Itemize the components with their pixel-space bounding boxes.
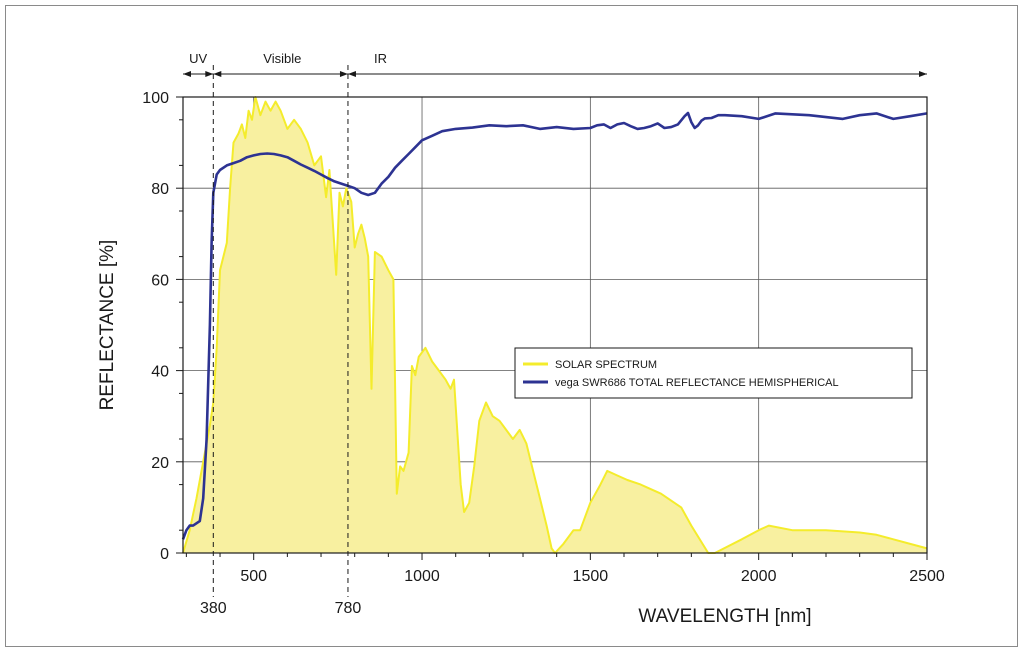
band-arrowhead (339, 71, 348, 77)
band-arrowhead (347, 71, 356, 77)
legend-entry-solar: SOLAR SPECTRUM (555, 359, 657, 371)
x-tick-label: 2500 (909, 568, 945, 585)
legend-box (514, 347, 913, 399)
x-tick-label: 1500 (573, 568, 609, 585)
band-arrowhead (183, 71, 191, 77)
legend: SOLAR SPECTRUM vega SWR686 TOTAL REFLECT… (514, 347, 913, 399)
y-tick-label: 0 (160, 546, 169, 563)
solar-spectrum-line (182, 96, 928, 554)
x-axis-label: WAVELENGTH [nm] (638, 606, 811, 627)
band-label: Visible (263, 51, 301, 66)
y-axis-label: REFLECTANCE [%] (97, 240, 118, 411)
y-tick-label: 80 (151, 181, 169, 198)
ticks-layer: 500 1000 1500 2000 2500 0 20 40 60 80 100 (142, 90, 945, 585)
vega-reflectance-line (181, 111, 928, 540)
y-tick-label: 100 (142, 90, 169, 107)
y-tick-label: 20 (151, 455, 169, 472)
y-tick-label: 60 (151, 272, 169, 289)
x-tick-label: 500 (240, 568, 267, 585)
band-boundary-label: 380 (200, 600, 227, 617)
x-tick-label: 2000 (741, 568, 777, 585)
y-tick-label: 40 (151, 364, 169, 381)
band-arrowhead (919, 71, 927, 77)
x-tick-label: 1000 (404, 568, 440, 585)
plot-border (182, 96, 928, 554)
legend-entry-vega: vega SWR686 TOTAL REFLECTANCE HEMISPHERI… (555, 377, 839, 389)
band-boundary-label: 780 (335, 600, 362, 617)
spectral-bands: 380 780 UV Visible IR (183, 51, 927, 617)
band-label: UV (189, 51, 207, 66)
solar-spectrum-area (183, 97, 927, 553)
band-arrowhead (205, 71, 214, 77)
band-arrowhead (213, 71, 222, 77)
band-label: IR (374, 51, 387, 66)
